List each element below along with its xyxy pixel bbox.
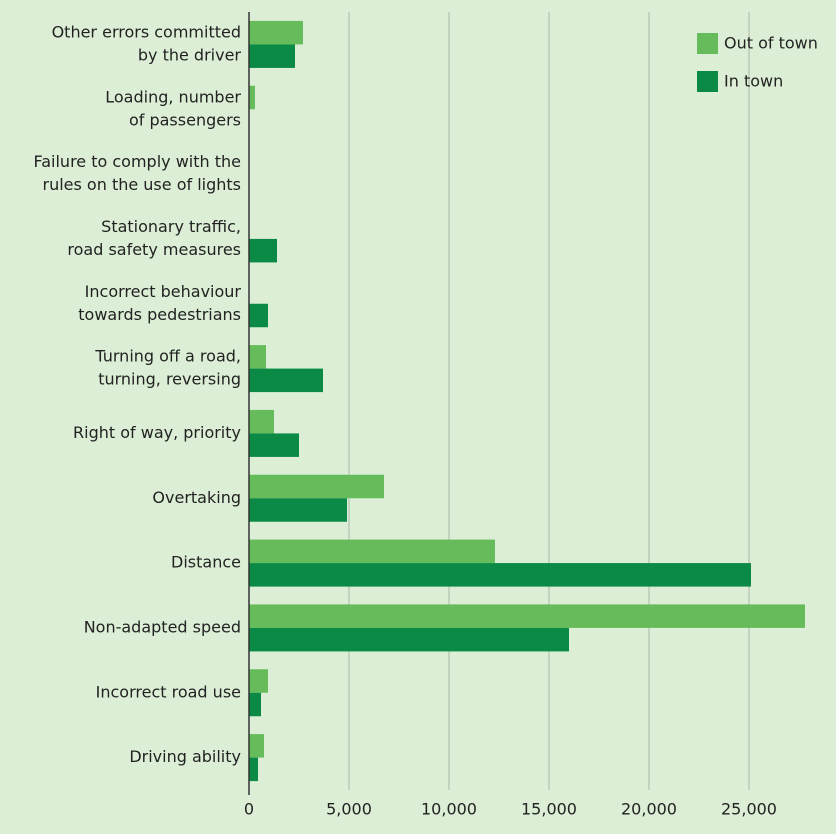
bar (249, 498, 347, 522)
bar (249, 539, 495, 564)
y-tick-label: rules on the use of lights (43, 175, 242, 194)
y-tick-label: Non-adapted speed (84, 617, 241, 636)
x-tick-label: 25,000 (721, 800, 777, 819)
x-tick-label: 0 (244, 800, 254, 819)
bar (249, 85, 255, 110)
y-tick-label: Driving ability (129, 747, 241, 766)
bar (249, 604, 805, 628)
y-tick-label: Failure to comply with the (34, 152, 242, 171)
bar (249, 409, 274, 434)
bar (249, 669, 268, 693)
y-tick-label: Other errors committed (52, 22, 241, 41)
x-tick-label: 15,000 (521, 800, 577, 819)
bar (249, 692, 261, 717)
x-tick-label: 20,000 (621, 800, 677, 819)
y-tick-label: towards pedestrians (78, 305, 241, 324)
legend-label: In town (724, 72, 783, 91)
x-tick-label: 5,000 (326, 800, 372, 819)
y-tick-label: Overtaking (152, 488, 241, 507)
bar (249, 44, 295, 68)
legend-swatch (697, 71, 718, 92)
bar (249, 757, 258, 782)
legend-swatch (697, 33, 718, 54)
y-tick-label: of passengers (129, 110, 241, 129)
bar (249, 563, 751, 587)
bar (249, 734, 264, 758)
y-tick-label: Turning off a road, (94, 347, 241, 366)
y-tick-label: Distance (171, 553, 241, 572)
y-tick-label: Incorrect behaviour (85, 282, 242, 301)
bar (249, 345, 266, 369)
bar (249, 20, 303, 45)
bar (249, 433, 299, 457)
bar (249, 474, 384, 499)
y-tick-label: Incorrect road use (96, 682, 241, 701)
bar (249, 368, 323, 393)
bar (249, 627, 569, 652)
y-tick-label: Right of way, priority (73, 423, 241, 442)
y-tick-label: road safety measures (67, 240, 241, 259)
legend-label: Out of town (724, 34, 818, 53)
y-tick-label: Loading, number (105, 87, 241, 106)
y-tick-label: turning, reversing (98, 370, 241, 389)
bar (249, 238, 277, 263)
y-tick-label: by the driver (138, 45, 242, 64)
bar (249, 303, 268, 328)
x-tick-label: 10,000 (421, 800, 477, 819)
y-tick-label: Stationary traffic, (101, 217, 241, 236)
